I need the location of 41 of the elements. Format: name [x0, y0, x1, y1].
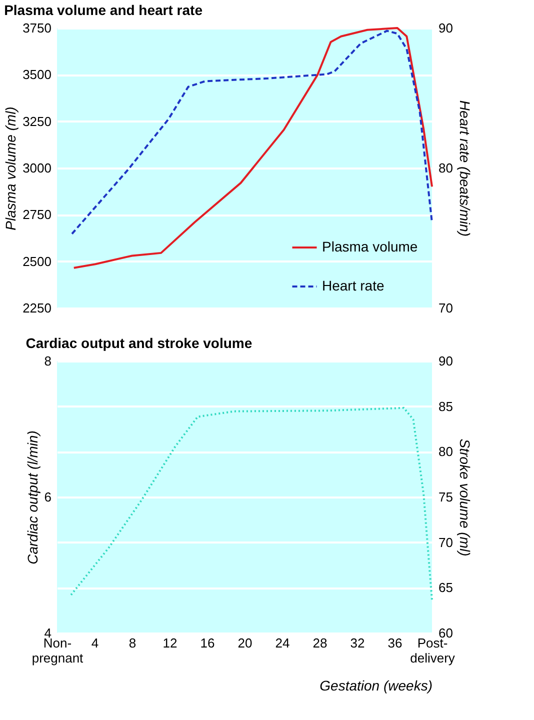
y2-tick-label: 85	[438, 398, 453, 414]
y2-tick-label: 70	[438, 300, 453, 316]
legend-label: Heart rate	[322, 278, 384, 294]
line-series	[70, 406, 433, 602]
line-series	[71, 30, 433, 235]
y2-axis-title: Heart rate (beats/min)	[456, 100, 473, 237]
y2-axis-title: Stroke volume (ml)	[456, 438, 473, 556]
y2-tick-label: 80	[438, 444, 453, 460]
x-tick-label: 16	[200, 636, 215, 650]
legend-label: Plasma volume	[322, 238, 418, 254]
y2-tick-label: 80	[438, 160, 453, 176]
y2-tick-label: 65	[438, 580, 453, 596]
y-tick-label: 2750	[22, 207, 52, 222]
x-tick-label: 8	[128, 636, 136, 650]
y-axis-title: Cardiac output (l/min)	[24, 430, 40, 564]
y-tick-label: 3000	[22, 160, 52, 176]
y-tick-label: 8	[44, 354, 52, 368]
y2-tick-label: 90	[438, 354, 453, 368]
chart-title: Cardiac output and stroke volume	[26, 335, 252, 351]
y-tick-label: 2500	[22, 254, 52, 269]
x-tick-label: 24	[275, 636, 290, 650]
line-series	[72, 27, 433, 269]
x-tick-label: 32	[350, 636, 365, 650]
x-axis-title: Gestation (weeks)	[320, 678, 432, 694]
y-tick-label: 3750	[22, 20, 52, 36]
y-tick-label: 2250	[22, 300, 52, 316]
chart-title: Plasma volume and heart rate	[4, 2, 203, 18]
y-tick-label: 3250	[22, 114, 52, 129]
y-tick-label: 3500	[22, 67, 52, 82]
y-tick-label: 6	[44, 490, 52, 504]
y2-tick-label: 90	[438, 20, 453, 36]
x-tick-label: 20	[238, 636, 252, 650]
x-tick-label: 12	[162, 636, 178, 650]
y2-tick-label: 60	[438, 626, 453, 640]
y2-tick-label: 70	[438, 534, 453, 550]
y2-tick-label: 75	[438, 490, 453, 504]
x-tick-label: Non-pregnant	[32, 636, 84, 666]
y-axis-title: Plasma volume (ml)	[2, 106, 19, 230]
x-tick-label: 36	[388, 636, 402, 650]
x-tick-label: 28	[312, 636, 328, 650]
x-tick-label: 4	[91, 636, 99, 650]
